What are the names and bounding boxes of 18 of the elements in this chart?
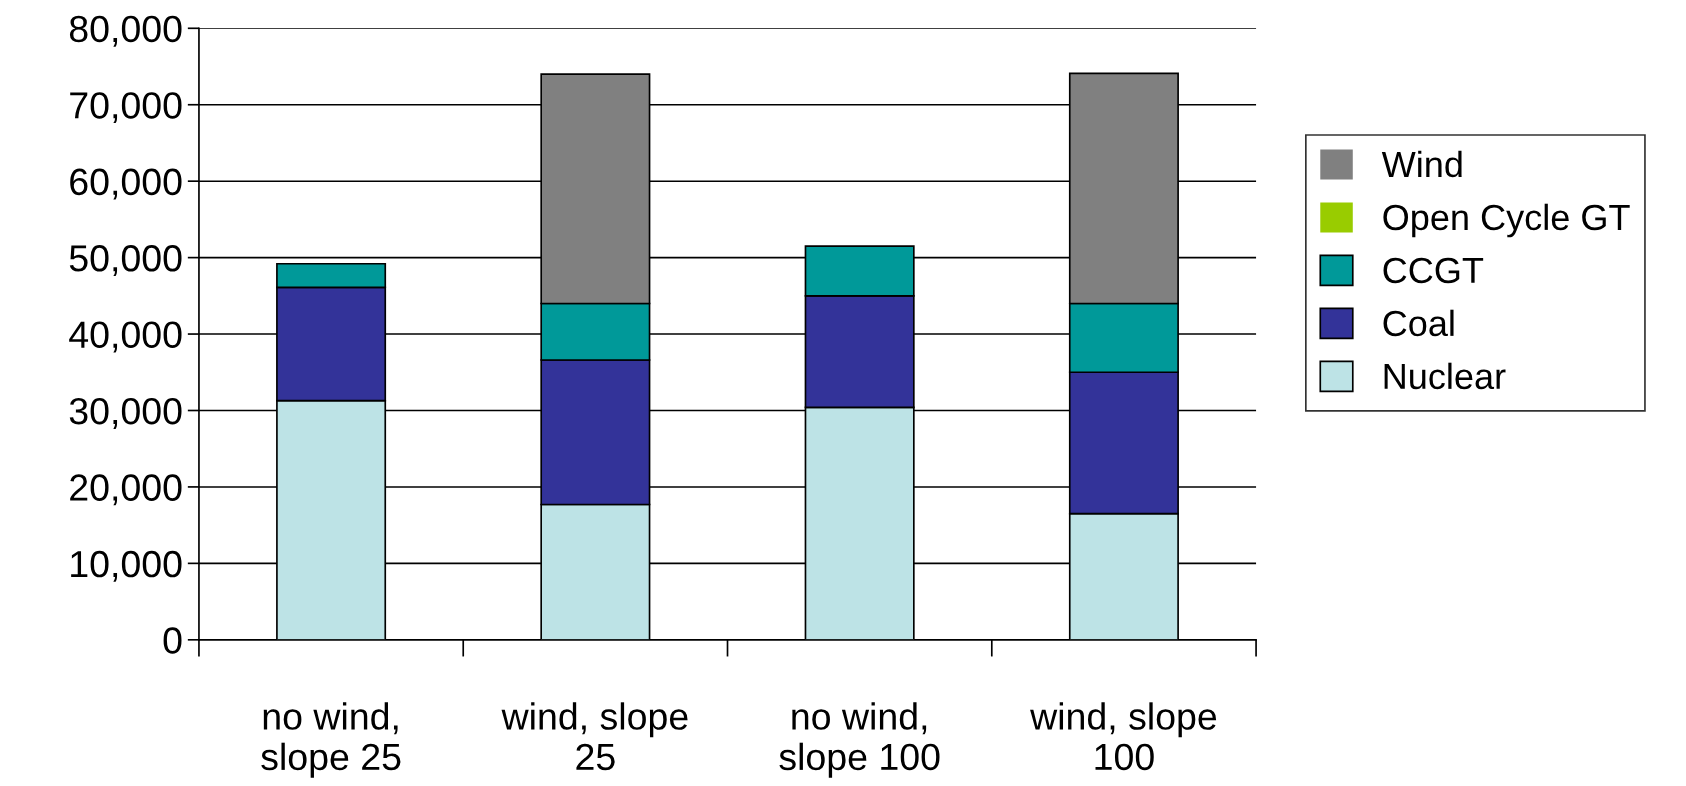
legend-label: Open Cycle GT <box>1383 203 1630 238</box>
legend-label: Coal <box>1383 309 1454 337</box>
legend-label: Nuclear <box>1384 362 1506 390</box>
y-tick-label: 80,000 <box>69 15 182 47</box>
y-tick-label: 40,000 <box>69 321 182 353</box>
y-tick-label: 30,000 <box>69 397 182 429</box>
x-tick-label: no wind, slope 25 <box>261 702 401 778</box>
x-tick-label: wind, slope 25 <box>501 702 688 771</box>
x-tick-label: wind, slope 100 <box>1030 702 1217 771</box>
y-tick-label: 50,000 <box>69 245 182 276</box>
y-tick-label: 10,000 <box>71 550 182 582</box>
legend-label: CCGT <box>1383 257 1484 284</box>
legend-label: Wind <box>1381 150 1462 178</box>
y-tick-label: 70,000 <box>70 92 182 124</box>
y-tick-label: 60,000 <box>70 168 182 200</box>
y-tick-label: 0 <box>163 627 182 654</box>
x-tick-label: no wind, slope 100 <box>779 702 940 778</box>
y-tick-label: 20,000 <box>70 474 182 506</box>
